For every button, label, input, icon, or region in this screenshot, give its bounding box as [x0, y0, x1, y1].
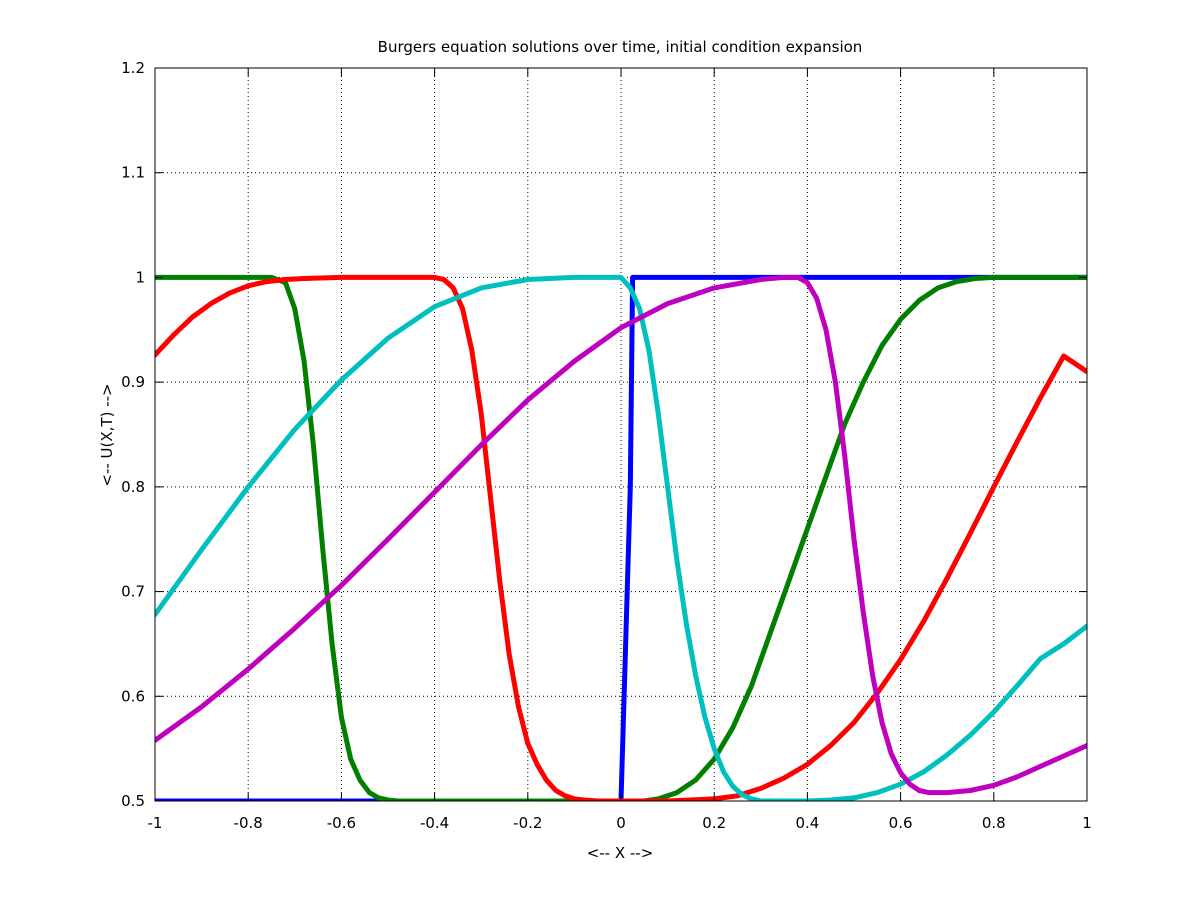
series-line-1 — [155, 274, 1087, 801]
x-tick-label: -0.6 — [327, 814, 356, 832]
x-tick-label: 0.8 — [982, 814, 1006, 832]
x-axis-label: <-- X --> — [587, 844, 654, 862]
x-tick-label: 0.6 — [889, 814, 913, 832]
y-tick-label: 1.1 — [121, 164, 145, 182]
y-tick-label: 1.2 — [121, 59, 145, 77]
series-layer — [155, 274, 1087, 801]
x-tick-label: -0.4 — [420, 814, 449, 832]
y-tick-label: 0.5 — [121, 792, 145, 810]
chart-title: Burgers equation solutions over time, in… — [378, 38, 863, 56]
x-tick-label: 0.4 — [795, 814, 819, 832]
x-tick-label: 0.2 — [702, 814, 726, 832]
series-line-3 — [155, 274, 1087, 801]
y-tick-label: 0.6 — [121, 687, 145, 705]
x-tick-label: -0.8 — [234, 814, 263, 832]
y-tick-label: 1 — [135, 268, 145, 286]
series-line-4 — [155, 274, 1087, 801]
x-tick-label: 0 — [616, 814, 626, 832]
x-tick-label: -0.2 — [513, 814, 542, 832]
ticks: -1 -0.8 -0.6 -0.4 -0.2 0 0.2 0.4 0.6 0.8 1 0.5 0.6 0.… — [121, 59, 1092, 832]
x-tick-label: -1 — [148, 814, 163, 832]
y-tick-label: 0.7 — [121, 583, 145, 601]
y-axis-label: <-- U(X,T) --> — [98, 383, 116, 486]
y-tick-label: 0.8 — [121, 478, 145, 496]
x-tick-label: 1 — [1082, 814, 1092, 832]
y-tick-label: 0.9 — [121, 373, 145, 391]
series-line-5 — [155, 274, 1087, 796]
